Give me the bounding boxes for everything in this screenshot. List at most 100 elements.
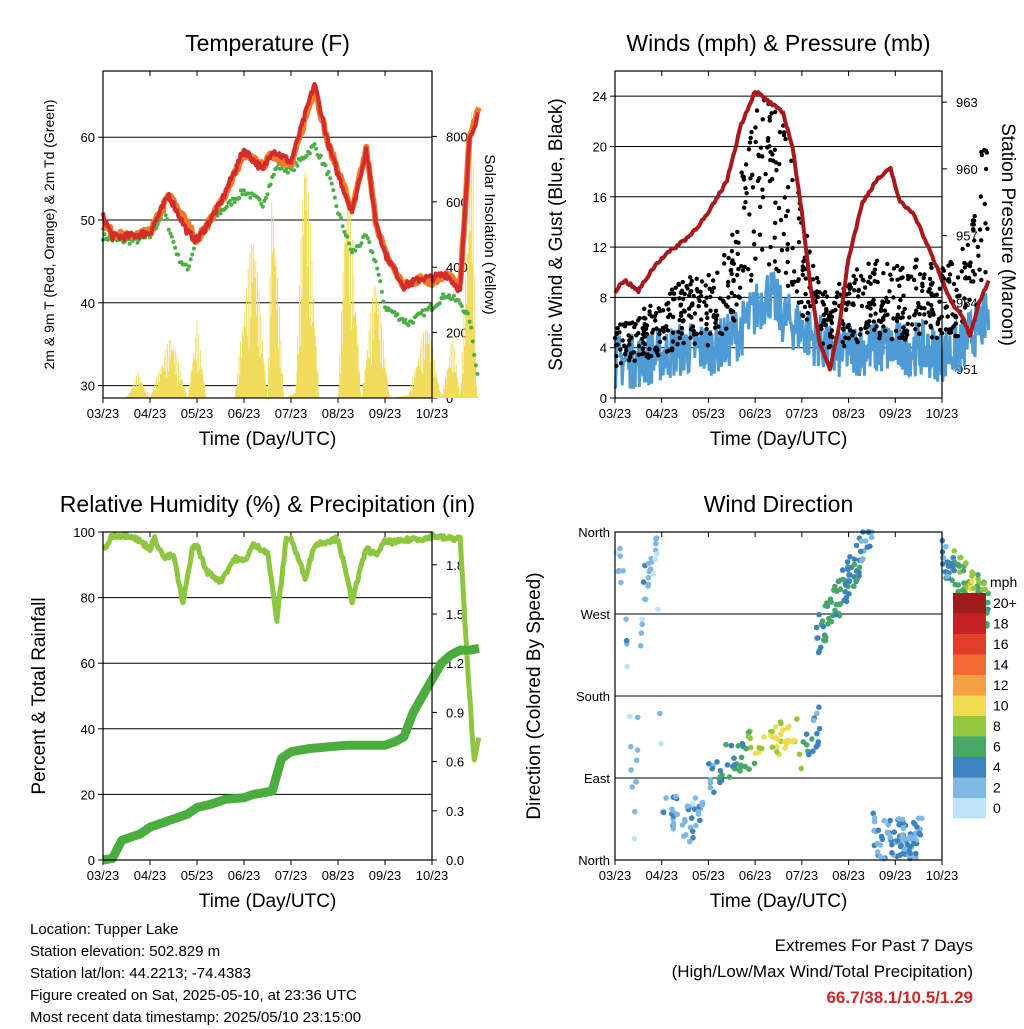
gust-point bbox=[729, 271, 734, 276]
gust-point bbox=[743, 162, 749, 167]
gust-point bbox=[754, 108, 760, 113]
x-tick-label: 05/23 bbox=[181, 868, 214, 883]
temperature-panel: Temperature (F)30405060020040060080003/2… bbox=[41, 30, 498, 450]
direction-point bbox=[719, 772, 725, 778]
gust-point bbox=[834, 294, 839, 300]
gust-point bbox=[704, 295, 709, 300]
gust-point bbox=[962, 296, 967, 301]
x-tick-label: 07/23 bbox=[275, 868, 308, 883]
y-tick-label: 12 bbox=[593, 240, 607, 255]
gust-point bbox=[803, 291, 808, 297]
gust-point bbox=[905, 321, 910, 327]
gust-point bbox=[785, 241, 790, 247]
gust-point bbox=[677, 335, 682, 341]
gust-point bbox=[691, 293, 696, 299]
gust-point bbox=[705, 343, 710, 348]
gust-point bbox=[749, 130, 754, 135]
gust-point bbox=[917, 331, 922, 336]
gust-point bbox=[846, 336, 851, 341]
gust-point bbox=[972, 214, 977, 219]
direction-point bbox=[628, 767, 634, 773]
gust-point bbox=[704, 321, 709, 327]
dewpoint-point bbox=[339, 216, 344, 221]
gust-point bbox=[847, 328, 853, 333]
gust-point bbox=[781, 133, 787, 138]
dewpoint-point bbox=[318, 153, 323, 158]
x-tick-label: 10/23 bbox=[416, 406, 449, 421]
direction-point bbox=[885, 822, 891, 828]
direction-point bbox=[816, 611, 822, 618]
gust-point bbox=[851, 330, 856, 335]
direction-point bbox=[864, 544, 871, 550]
gust-point bbox=[647, 312, 652, 317]
gust-point bbox=[715, 270, 720, 275]
y-tick-label: 80 bbox=[81, 591, 95, 606]
gust-point bbox=[897, 283, 902, 288]
gust-point bbox=[773, 160, 778, 165]
gust-point bbox=[735, 272, 740, 278]
gust-point bbox=[891, 266, 897, 271]
plot-border bbox=[102, 70, 433, 399]
gust-point bbox=[914, 286, 919, 291]
direction-point bbox=[889, 849, 895, 856]
direction-point bbox=[731, 762, 738, 768]
gust-point bbox=[746, 267, 751, 272]
direction-point bbox=[951, 548, 958, 554]
gust-point bbox=[900, 315, 905, 320]
direction-point bbox=[806, 751, 812, 758]
gust-point bbox=[816, 280, 821, 285]
gust-point bbox=[894, 328, 899, 334]
gust-point bbox=[866, 261, 871, 266]
direction-point bbox=[833, 611, 839, 618]
gust-point bbox=[628, 351, 634, 356]
direction-point bbox=[627, 743, 634, 750]
gust-point bbox=[949, 261, 955, 267]
legend-swatch bbox=[953, 613, 986, 634]
direction-point bbox=[981, 581, 987, 587]
direction-point bbox=[743, 745, 749, 752]
x-tick-label: 03/23 bbox=[599, 868, 632, 883]
gust-point bbox=[779, 248, 785, 253]
dewpoint-point bbox=[331, 188, 336, 193]
direction-point bbox=[844, 559, 851, 565]
gust-point bbox=[760, 247, 765, 252]
gust-point bbox=[979, 152, 985, 158]
gust-point bbox=[785, 283, 791, 288]
gust-point bbox=[857, 332, 863, 337]
gust-point bbox=[804, 317, 810, 322]
dewpoint-point bbox=[326, 169, 331, 174]
gust-point bbox=[851, 273, 856, 279]
gust-point bbox=[925, 301, 931, 306]
gust-point bbox=[698, 330, 704, 336]
dewpoint-point bbox=[279, 166, 284, 171]
gust-point bbox=[821, 319, 826, 325]
gust-point bbox=[827, 331, 833, 337]
gust-point bbox=[757, 176, 762, 181]
dewpoint-point bbox=[248, 195, 253, 200]
direction-point bbox=[772, 724, 779, 730]
direction-point bbox=[943, 543, 949, 550]
direction-point bbox=[690, 835, 696, 841]
direction-point bbox=[717, 767, 724, 774]
direction-point bbox=[706, 761, 712, 767]
dewpoint-point bbox=[400, 316, 405, 321]
dewpoint-point bbox=[166, 227, 171, 232]
direction-point bbox=[618, 579, 624, 586]
solar-insolation-line bbox=[126, 111, 479, 398]
y-tick-label: 20 bbox=[593, 139, 607, 154]
gust-point bbox=[934, 335, 940, 341]
dewpoint-point bbox=[130, 238, 135, 243]
gust-point bbox=[632, 358, 637, 363]
gust-point bbox=[848, 285, 853, 290]
gust-point bbox=[905, 273, 911, 279]
gust-point bbox=[979, 238, 984, 243]
direction-point bbox=[751, 760, 758, 767]
gust-point bbox=[729, 260, 735, 265]
gust-point bbox=[622, 352, 628, 357]
gust-point bbox=[965, 242, 971, 248]
dewpoint-point bbox=[165, 217, 170, 222]
gust-point bbox=[868, 301, 873, 307]
direction-point bbox=[803, 731, 810, 737]
gust-point bbox=[970, 222, 975, 227]
legend-label: 18 bbox=[993, 616, 1009, 632]
